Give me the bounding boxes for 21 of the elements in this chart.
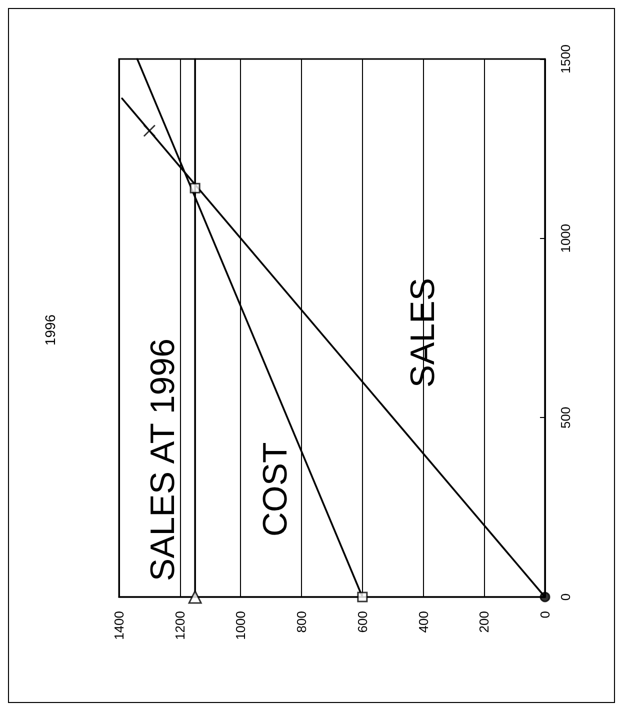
text: SALES AT 1996	[144, 338, 182, 582]
x-tick-label: 600	[354, 611, 370, 633]
x-tick-label: 200	[476, 611, 492, 633]
text: SALES	[404, 278, 442, 388]
x-tick-label: 400	[416, 611, 431, 633]
x-tick-label: 1000	[233, 611, 248, 640]
y-tick-label: 500	[558, 406, 573, 429]
x-tick-label: 0	[538, 611, 552, 618]
x-tick-label: 1400	[112, 611, 126, 640]
text: 1996	[42, 314, 58, 346]
text: COST	[256, 442, 294, 537]
point	[143, 124, 156, 137]
y-tick-label: 1000	[558, 224, 573, 253]
point	[190, 182, 200, 194]
point	[188, 590, 202, 604]
x-tick-label: 800	[294, 611, 310, 633]
y-tick-label: 1500	[558, 44, 573, 74]
point	[540, 592, 550, 602]
y-tick-label: 0	[558, 593, 573, 601]
x-tick-label: 1200	[172, 611, 188, 640]
point	[357, 592, 368, 602]
